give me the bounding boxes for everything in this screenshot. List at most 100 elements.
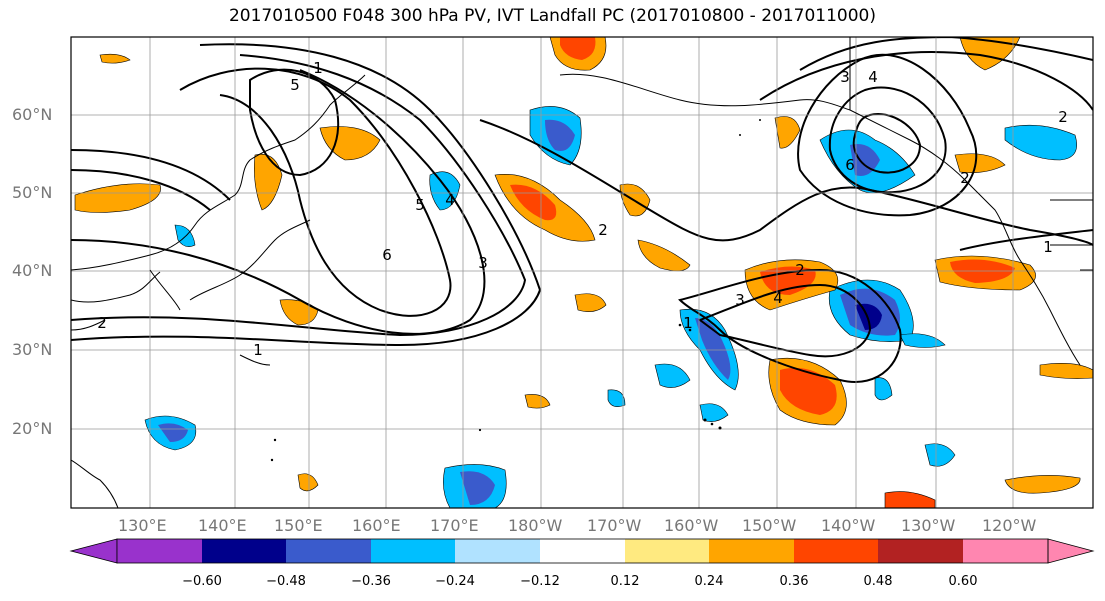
- contour-label: 2: [1058, 108, 1068, 126]
- lon-tick-label: 150°W: [742, 516, 797, 535]
- pos-anomaly: [637, 239, 691, 272]
- pos-anomaly: [1039, 363, 1093, 379]
- pos-anomaly: [954, 153, 1006, 173]
- neg-anomaly: [1004, 124, 1077, 161]
- neg-anomaly: [174, 224, 196, 247]
- pos-anomaly-core: [510, 184, 557, 221]
- contour-label: 2: [97, 314, 107, 332]
- contour-label: 1: [683, 314, 693, 332]
- contour-label: 4: [868, 68, 878, 86]
- contour-label: 3: [735, 291, 745, 309]
- neg-anomaly: [899, 333, 946, 348]
- colorbar-tick-label: 0.48: [863, 574, 893, 589]
- contour-label: 5: [415, 196, 425, 214]
- lon-tick-label: 140°W: [821, 516, 876, 535]
- neg-anomaly-core: [850, 144, 880, 176]
- lon-tick-label: 130°W: [901, 516, 956, 535]
- contour-label: 3: [478, 254, 488, 272]
- colorbar-cell: [286, 539, 371, 563]
- lon-tick-label: 160°W: [664, 516, 719, 535]
- pos-anomaly: [774, 116, 801, 149]
- map-frame: [70, 36, 1094, 509]
- contour-labels: 1 2 3 4 5 6 1 2 3 4 5 6 1 2 3 4 2 1 2: [97, 59, 1068, 359]
- shaded-anomalies: [74, 37, 1093, 508]
- neg-anomaly: [654, 363, 691, 388]
- pos-anomaly-core: [560, 37, 596, 60]
- colorbar-tick-label: 0.12: [610, 574, 640, 589]
- contour-label: 4: [773, 289, 783, 307]
- colorbar-cell: [540, 539, 625, 563]
- pos-anomaly: [319, 126, 381, 161]
- colorbar-tick-label: 0.36: [779, 574, 809, 589]
- neg-anomaly: [924, 443, 956, 467]
- colorbar-tick-label: 0.24: [694, 574, 724, 589]
- colorbar-cell: [371, 539, 455, 563]
- neg-anomaly-core: [545, 119, 575, 151]
- lat-tick-label: 40°N: [12, 261, 53, 280]
- colorbar-cell: [625, 539, 709, 563]
- pos-anomaly-core: [760, 266, 816, 295]
- contour-label: 2: [960, 169, 970, 187]
- contour-label: 3: [840, 68, 850, 86]
- lon-tick-label: 180°W: [508, 516, 563, 535]
- colorbar-tick-label: −0.12: [520, 574, 560, 589]
- pv-contours: [71, 37, 1093, 383]
- colorbar-tick-label: −0.36: [351, 574, 391, 589]
- colorbar-extend-high: [1047, 538, 1095, 564]
- lon-tick-label: 130°E: [118, 516, 167, 535]
- neg-anomaly-core: [695, 318, 731, 380]
- lon-tick-label: 140°E: [198, 516, 247, 535]
- colorbar-tick-label: −0.48: [266, 574, 306, 589]
- graticule: [71, 37, 1093, 508]
- contour-label: 2: [598, 221, 608, 239]
- pos-anomaly: [1004, 475, 1081, 494]
- colorbar-tick-label: −0.24: [435, 574, 475, 589]
- neg-anomaly: [699, 403, 729, 422]
- contour-label: 5: [290, 76, 300, 94]
- colorbar-extend-low: [69, 538, 118, 564]
- pos-anomaly: [254, 153, 283, 211]
- colorbar-cell: [202, 539, 286, 563]
- lon-tick-label: 160°E: [352, 516, 401, 535]
- lon-tick-label: 170°E: [430, 516, 479, 535]
- contour-label: 4: [445, 191, 455, 209]
- neg-anomaly: [607, 389, 626, 407]
- colorbar-cell: [117, 539, 202, 563]
- lon-tick-label: 150°E: [274, 516, 323, 535]
- islands: [270, 119, 761, 462]
- neg-anomaly: [429, 171, 461, 211]
- colorbar-cell: [878, 539, 963, 563]
- contour-label: 1: [1043, 238, 1053, 256]
- colorbar-cell: [709, 539, 794, 563]
- contour-label: 2: [795, 261, 805, 279]
- colorbar-cell: [794, 539, 878, 563]
- lon-tick-label: 120°W: [982, 516, 1037, 535]
- pos-anomaly: [574, 293, 607, 312]
- lon-tick-label: 170°W: [587, 516, 642, 535]
- colorbar-tick-label: 0.60: [948, 574, 978, 589]
- pos-anomaly: [884, 491, 936, 508]
- colorbar: [69, 538, 1095, 564]
- lat-tick-label: 20°N: [12, 419, 53, 438]
- pos-anomaly: [99, 53, 131, 64]
- colorbar-tick-label: −0.60: [182, 574, 222, 589]
- neg-anomaly-core: [158, 423, 188, 442]
- colorbar-cell: [455, 539, 540, 563]
- pos-anomaly: [297, 473, 319, 492]
- pos-anomaly: [279, 299, 319, 326]
- pos-anomaly: [74, 183, 161, 213]
- contour-label: 1: [313, 59, 323, 77]
- contour-label: 6: [845, 156, 855, 174]
- neg-anomaly-core: [460, 471, 495, 505]
- colorbar-cell: [963, 539, 1048, 563]
- contour-label: 1: [253, 341, 263, 359]
- neg-anomaly: [874, 377, 893, 401]
- lat-tick-label: 50°N: [12, 183, 53, 202]
- pos-anomaly-core: [780, 367, 837, 415]
- pos-anomaly: [524, 394, 551, 409]
- contour-label: 6: [382, 246, 392, 264]
- lat-tick-label: 30°N: [12, 340, 53, 359]
- plot-title: 2017010500 F048 300 hPa PV, IVT Landfall…: [228, 6, 876, 26]
- lat-tick-label: 60°N: [12, 105, 53, 124]
